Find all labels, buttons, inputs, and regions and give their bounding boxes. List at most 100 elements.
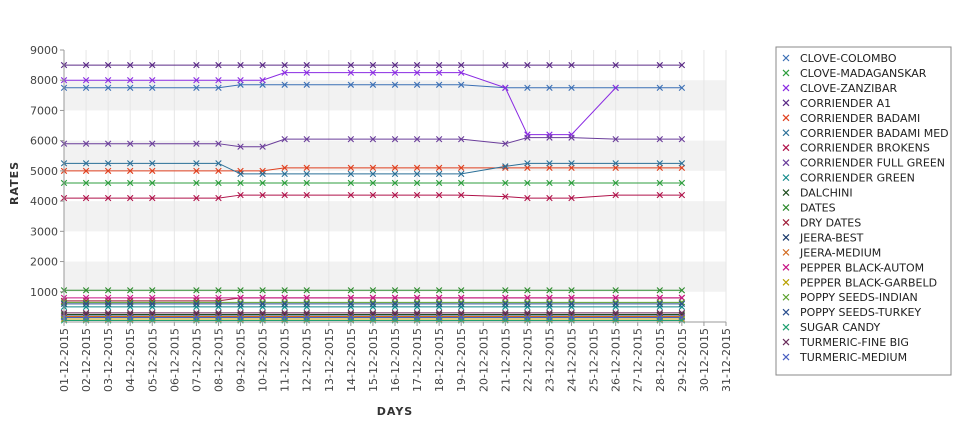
data-point (127, 61, 134, 69)
legend-marker (782, 69, 790, 77)
data-point (82, 300, 90, 308)
data-point (546, 294, 553, 302)
data-point (259, 143, 266, 150)
data-point (237, 179, 244, 187)
data-point (259, 314, 266, 321)
data-point (612, 61, 619, 69)
x-tick-label: 27-12-2015 (632, 328, 645, 392)
data-point (678, 309, 686, 317)
data-point (391, 61, 399, 69)
legend-marker (782, 338, 790, 346)
legend-label: DRY DATES (800, 216, 861, 229)
data-point (435, 164, 443, 172)
series-5 (60, 160, 686, 178)
data-point (612, 179, 619, 187)
data-point (568, 134, 575, 141)
data-point (347, 164, 355, 172)
data-point (502, 61, 509, 69)
data-point (546, 61, 553, 69)
data-point (237, 300, 244, 308)
data-point (149, 167, 156, 175)
data-point (82, 84, 90, 91)
data-point (215, 179, 222, 187)
data-point (435, 300, 443, 308)
data-point (281, 135, 288, 143)
data-point (546, 164, 553, 172)
data-point (369, 191, 377, 199)
data-point (215, 309, 222, 317)
data-point (369, 294, 377, 302)
data-point (546, 309, 553, 317)
data-point (678, 294, 686, 302)
data-point (193, 309, 200, 317)
data-point (391, 69, 399, 76)
data-point (215, 194, 222, 202)
data-point (678, 61, 686, 69)
data-point (524, 309, 531, 317)
plot-background-bands (63, 50, 727, 322)
data-point (656, 294, 663, 302)
data-point (303, 300, 310, 308)
data-point (678, 191, 686, 199)
legend-marker (782, 144, 790, 152)
data-point (391, 164, 399, 172)
data-point (104, 287, 112, 294)
data-point (678, 179, 686, 187)
series-19 (60, 309, 686, 317)
data-point (435, 179, 443, 187)
data-point (193, 140, 200, 147)
legend-marker (782, 293, 790, 301)
data-point (435, 69, 443, 76)
data-point (678, 135, 686, 143)
data-point (347, 61, 355, 69)
data-point (458, 81, 465, 88)
data-point (193, 194, 200, 202)
x-tick-label: 11-12-2015 (279, 328, 292, 392)
data-point (435, 135, 443, 143)
data-point (458, 294, 465, 302)
data-point (391, 135, 399, 143)
data-point (149, 314, 156, 321)
data-point (391, 179, 399, 187)
data-point (303, 170, 310, 178)
data-point (82, 194, 90, 202)
legend-marker (782, 204, 790, 211)
data-point (237, 294, 244, 302)
data-point (82, 179, 90, 187)
data-point (546, 84, 553, 91)
axes (60, 49, 727, 326)
data-point (568, 194, 575, 202)
data-point (413, 294, 421, 302)
legend-label: CORRIENDER BADAMI MED (800, 127, 949, 140)
data-point (303, 294, 310, 302)
data-point (82, 314, 90, 321)
data-point (104, 300, 112, 308)
data-point (347, 300, 355, 308)
data-point (127, 294, 134, 302)
data-point (193, 179, 200, 187)
data-point (413, 164, 421, 172)
data-point (237, 143, 244, 150)
x-tick-labels: 01-12-2015 02-12-2015 03-12-2015 04-12-2015… (58, 328, 733, 392)
data-point (391, 309, 399, 317)
legend-label: PEPPER BLACK-AUTOM (800, 261, 924, 274)
data-point (237, 191, 244, 199)
data-point (656, 309, 663, 317)
data-point (259, 81, 266, 88)
data-point (347, 69, 355, 76)
data-point (193, 167, 200, 175)
data-point (303, 309, 310, 317)
data-point (656, 160, 663, 167)
data-point (413, 191, 421, 199)
series-8 (60, 303, 686, 311)
x-tick-label: 30-12-2015 (698, 328, 711, 392)
legend-marker (782, 54, 790, 62)
data-point (458, 69, 465, 76)
data-point (568, 287, 575, 294)
data-point (369, 61, 377, 69)
x-tick-label: 04-12-2015 (124, 328, 137, 392)
y-tick-label: 2000 (30, 256, 58, 269)
legend-marker (782, 159, 790, 167)
legend-box (775, 46, 952, 376)
